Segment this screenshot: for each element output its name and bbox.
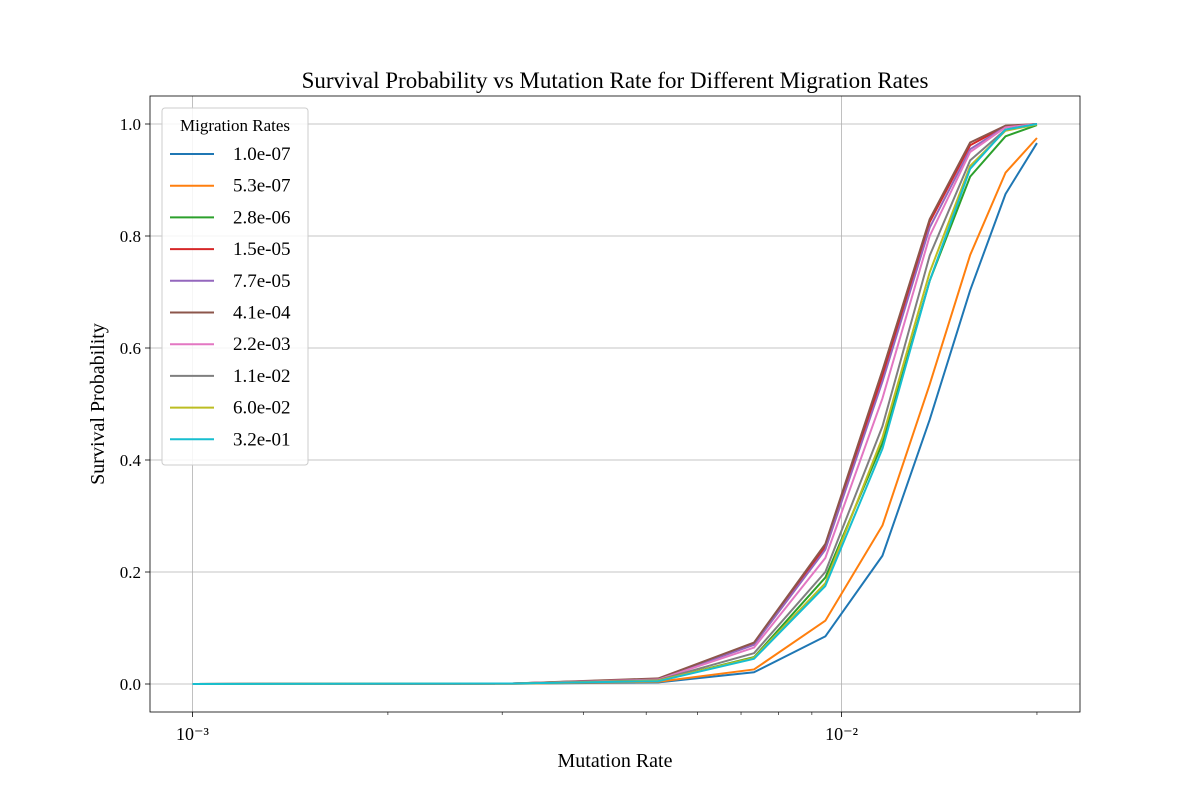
series-line <box>192 124 1038 685</box>
series-line <box>192 123 1038 685</box>
series-line <box>192 123 1038 685</box>
series-line <box>192 142 1038 685</box>
legend-label: 3.2e-01 <box>233 429 291 450</box>
chart-title: Survival Probability vs Mutation Rate fo… <box>302 68 929 93</box>
series-line <box>192 123 1038 685</box>
legend-label: 1.5e-05 <box>233 239 291 260</box>
legend-label: 1.0e-07 <box>233 144 291 165</box>
plot-frame <box>149 95 1081 713</box>
y-tick-label: 0.8 <box>120 227 141 246</box>
series-line <box>192 123 1038 685</box>
legend-label: 6.0e-02 <box>233 398 291 419</box>
y-tick-label: 0.0 <box>120 675 141 694</box>
legend-label: 2.2e-03 <box>233 334 291 355</box>
series-line <box>192 123 1038 685</box>
y-tick-label: 0.4 <box>120 451 142 470</box>
series-line <box>192 137 1038 685</box>
y-tick-label: 1.0 <box>120 115 141 134</box>
legend-label: 4.1e-04 <box>233 303 291 324</box>
legend-label: 2.8e-06 <box>233 207 291 228</box>
series-line <box>192 123 1038 685</box>
legend-title: Migration Rates <box>180 116 290 135</box>
y-axis-label: Survival Probability <box>87 323 109 485</box>
legend-label: 1.1e-02 <box>233 366 291 387</box>
y-tick-label: 0.2 <box>120 563 141 582</box>
x-axis-label: Mutation Rate <box>558 750 673 772</box>
legend-label: 5.3e-07 <box>233 176 291 197</box>
legend-label: 7.7e-05 <box>233 271 291 292</box>
y-tick-label: 0.6 <box>120 339 141 358</box>
x-tick-label: 10⁻³ <box>176 724 210 744</box>
x-tick-label: 10⁻² <box>825 724 858 744</box>
series-line <box>192 123 1038 685</box>
